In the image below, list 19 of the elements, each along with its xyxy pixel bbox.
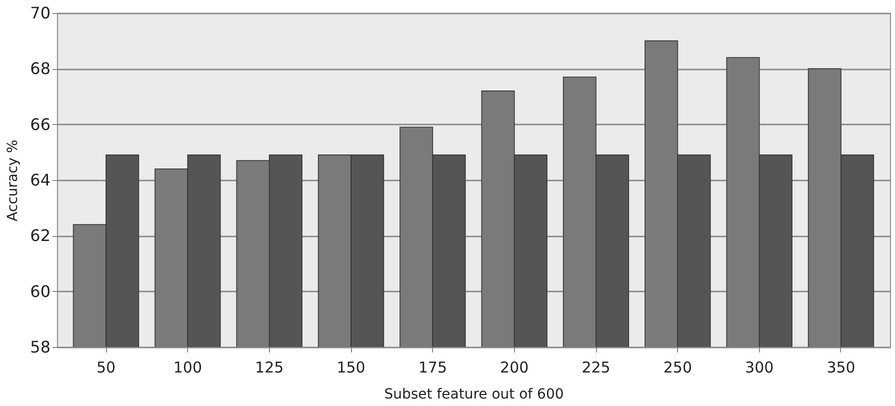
y-tick-label: 64 (30, 170, 50, 190)
y-tick-label: 66 (30, 114, 50, 134)
x-tick-label: 50 (96, 358, 116, 376)
y-tick-label: 68 (30, 59, 50, 78)
x-tick-label: 300 (745, 358, 774, 376)
x-tick-label: 150 (336, 358, 366, 376)
x-tick-label: 200 (500, 358, 529, 376)
y-tick-label: 62 (30, 226, 50, 246)
x-tick-label: 250 (663, 358, 692, 376)
x-tick-label: 125 (255, 358, 284, 376)
y-tick-label: 70 (30, 4, 50, 22)
y-tick-label: 60 (30, 282, 50, 301)
x-tick-label: 350 (826, 358, 856, 376)
y-axis-title: Accuracy % (5, 140, 22, 222)
x-tick-label: 175 (418, 358, 447, 376)
y-tick-label: 58 (30, 338, 50, 356)
x-axis-title: Subset feature out of 600 (384, 386, 564, 402)
x-tick-label: 100 (173, 358, 202, 376)
x-tick-label: 225 (582, 358, 610, 376)
